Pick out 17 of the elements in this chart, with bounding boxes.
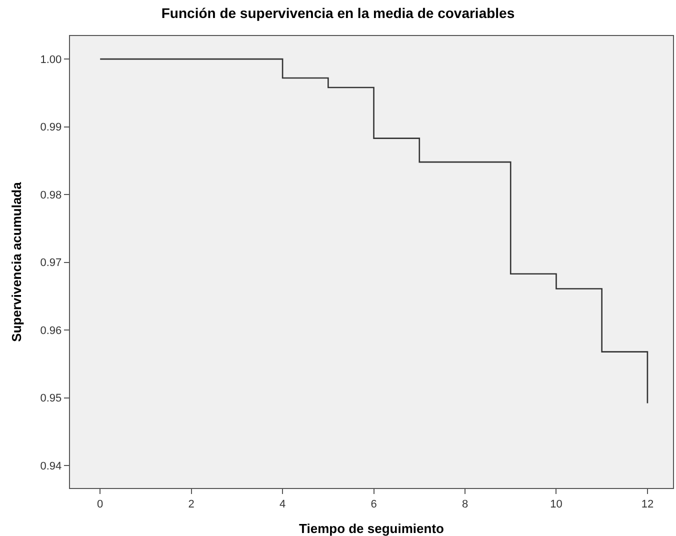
- x-tick-label: 0: [97, 498, 104, 510]
- y-tick-label: 0.97: [40, 257, 62, 270]
- x-tick-label: 10: [550, 498, 562, 510]
- x-tick-label: 8: [462, 498, 468, 510]
- y-tick-label: 0.94: [40, 460, 62, 472]
- y-tick-label: 0.99: [40, 122, 62, 134]
- x-tick-label: 6: [370, 498, 377, 510]
- chart-title: Función de supervivencia en la media de covariables: [161, 4, 515, 21]
- y-tick-label: 1.00: [40, 54, 62, 66]
- x-axis-title: Tiempo de seguimiento: [299, 521, 444, 536]
- y-axis-title: Supervivencia acumulada: [9, 181, 24, 342]
- x-tick-label: 4: [279, 498, 286, 510]
- y-tick-label: 0.98: [40, 189, 62, 202]
- y-tick-label: 0.96: [40, 324, 62, 337]
- y-tick-label: 0.95: [40, 392, 62, 405]
- x-tick-label: 12: [641, 498, 654, 510]
- x-tick-label: 2: [188, 498, 194, 510]
